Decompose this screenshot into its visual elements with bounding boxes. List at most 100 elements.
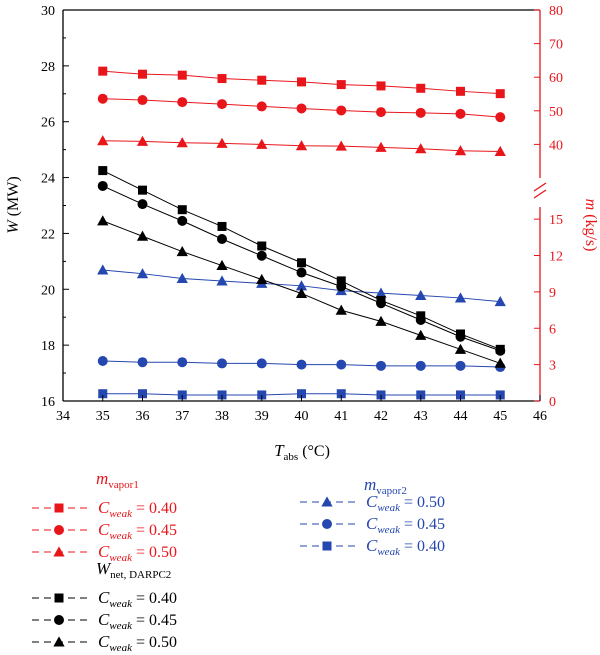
series-mvapor2-square (98, 389, 505, 400)
data-point (296, 103, 307, 114)
data-point (454, 343, 467, 354)
y-tick-label-left: 24 (41, 172, 55, 187)
legend-entry: Cweak = 0.50 (32, 632, 177, 654)
data-point (454, 145, 467, 156)
series-Wnet-square (98, 166, 505, 354)
legend-entry: Cweak = 0.50 (300, 492, 445, 514)
x-tick-label: 46 (533, 409, 547, 424)
y-tick-label-right: 15 (549, 213, 563, 228)
data-point (98, 389, 108, 399)
data-point (416, 390, 426, 400)
data-point (177, 357, 188, 368)
legend-marker (321, 496, 333, 507)
legend-entry: Cweak = 0.45 (300, 514, 445, 536)
data-point (97, 135, 109, 146)
data-point (494, 295, 506, 307)
data-point (296, 359, 307, 370)
legend-marker (54, 525, 64, 535)
series-mvapor2-circle (97, 355, 506, 373)
legend-label: Cweak = 0.45 (98, 610, 177, 632)
legend-title: Wnet, DARPC2 (96, 559, 171, 581)
data-point (216, 275, 228, 286)
legend-label: Cweak = 0.50 (366, 492, 445, 514)
legend-marker (54, 615, 64, 625)
data-point (297, 258, 306, 268)
y-tick-label-right: 0 (549, 395, 556, 410)
data-point (494, 357, 506, 368)
data-point (177, 70, 187, 80)
data-point (416, 83, 426, 93)
y-axis-title-right: m (kg/s) (582, 199, 599, 252)
data-point (295, 280, 308, 291)
data-point (297, 77, 306, 87)
series-mvapor2-triangle (97, 264, 506, 307)
data-point (98, 166, 108, 176)
legend-label: Cweak = 0.40 (98, 588, 177, 610)
legend-marker (53, 636, 65, 647)
legend-marker (54, 503, 64, 513)
series-mvapor1-square (98, 66, 505, 99)
y-tick-label-right: 6 (549, 322, 556, 337)
data-point (217, 74, 227, 84)
y-tick-label-right: 9 (549, 286, 556, 301)
data-point (375, 287, 387, 298)
data-point (456, 390, 465, 400)
data-point (256, 138, 268, 149)
legend-entry: Cweak = 0.40 (300, 536, 445, 558)
x-tick-label: 40 (295, 409, 309, 424)
data-point (216, 259, 228, 271)
data-point (136, 268, 149, 279)
data-point (256, 101, 267, 112)
legend-label: Cweak = 0.45 (366, 514, 445, 536)
data-point (336, 359, 347, 370)
data-point (455, 108, 466, 119)
data-point (138, 69, 147, 79)
legend-entry: Cweak = 0.45 (32, 610, 177, 632)
data-point (176, 272, 188, 284)
y-tick-label-right: 80 (549, 4, 563, 19)
data-point (376, 360, 386, 371)
data-point (336, 80, 346, 90)
x-tick-label: 37 (175, 409, 189, 424)
data-point (137, 199, 148, 210)
x-tick-label: 42 (374, 409, 388, 424)
data-point (177, 390, 187, 400)
legend-title: mvapor2 (364, 475, 407, 497)
data-point (336, 105, 347, 116)
series-layer (97, 66, 506, 400)
y-tick-label-right: 12 (549, 250, 563, 265)
data-point (98, 66, 108, 76)
legend-label: Cweak = 0.40 (98, 498, 177, 520)
x-tick-label: 43 (414, 409, 428, 424)
axis-break-mark (533, 182, 547, 192)
data-point (97, 264, 109, 275)
legend-label: Cweak = 0.50 (98, 542, 177, 564)
data-point (376, 298, 386, 309)
y-tick-label-right: 60 (549, 71, 563, 86)
y-tick-label-left: 30 (41, 4, 55, 19)
axis-break-mark (533, 189, 547, 199)
data-point (415, 107, 426, 118)
legend-entry: Cweak = 0.40 (32, 498, 177, 520)
data-point (256, 250, 267, 261)
data-point (217, 390, 227, 400)
data-point (97, 180, 108, 191)
data-point (97, 215, 109, 226)
y-tick-label-right: 40 (549, 138, 563, 153)
data-point (257, 75, 267, 85)
data-point (97, 355, 108, 366)
data-point (415, 360, 426, 371)
data-point (257, 390, 267, 400)
data-point (136, 230, 149, 241)
series-mvapor1-circle (97, 93, 506, 123)
series-mvapor1-triangle (97, 135, 506, 156)
data-point (296, 267, 307, 278)
y-tick-label-right: 3 (549, 359, 556, 374)
data-point (336, 389, 346, 399)
data-point (137, 95, 148, 106)
x-tick-label: 35 (96, 409, 110, 424)
